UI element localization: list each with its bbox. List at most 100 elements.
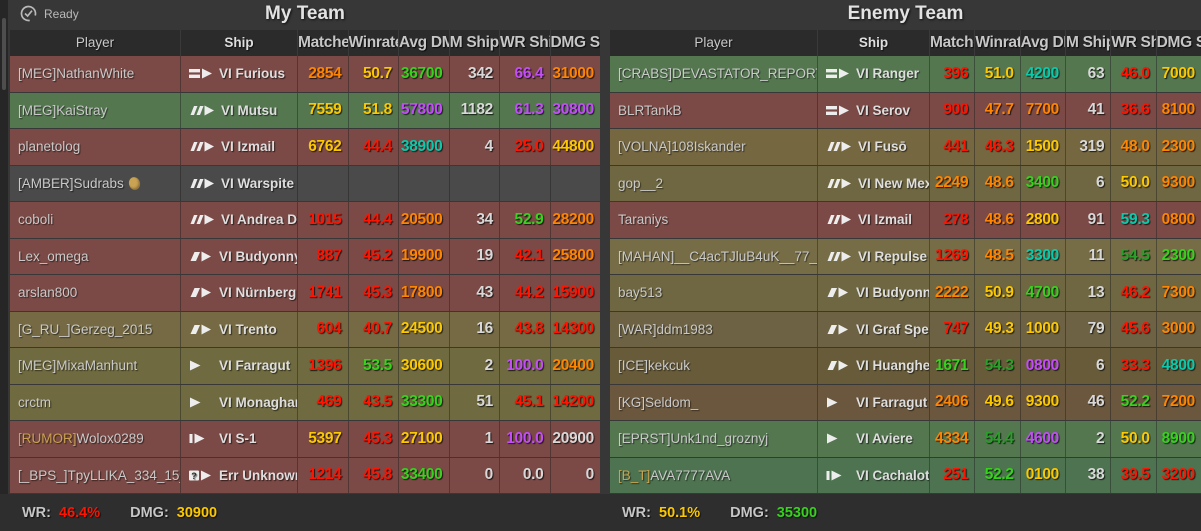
player-row[interactable]: [_BPS_]TpyLLIKA_334_15_lol ? Err Unknown… [10, 457, 600, 494]
column-header-dmg-ship[interactable]: DMG Ship [549, 30, 600, 56]
player-row[interactable]: Taraniys VI Izmail 278 48.6 2800 91 59.3… [610, 202, 1201, 239]
ship-cell: VI S-1 [180, 421, 297, 457]
player-name-cell[interactable]: [CRABS]DEVASTATOR_REPORTING [610, 56, 817, 92]
player-row[interactable]: crctm VI Monaghan 469 43.5 33300 51 45.1… [10, 384, 600, 421]
player-row[interactable]: [RUMOR] Wolox0289 VI S-1 5397 45.3 27100 … [10, 421, 600, 458]
avg-dmg-cell: 3300 [1019, 238, 1065, 274]
player-name-cell[interactable]: [B_T] AVA7777AVA [610, 458, 817, 494]
player-row[interactable]: bay513 VI Budyonny 2222 50.9 4700 13 46.… [610, 275, 1201, 312]
scrollbar-grip[interactable] [2, 18, 6, 90]
column-header-ship[interactable]: Ship [817, 30, 929, 56]
player-name-cell[interactable]: arslan800 [10, 275, 180, 311]
player-name-cell[interactable]: [VOLNA] 108Iskander [610, 129, 817, 165]
player-row[interactable]: Lex_omega VI Budyonny 887 45.2 19900 19 … [10, 238, 600, 275]
column-header-matches[interactable]: Matches [929, 30, 974, 56]
column-header-wr-ship[interactable]: WR Ship [1110, 30, 1156, 56]
ship-cell: ? Err Unknown [180, 457, 297, 493]
ship-type-icon [188, 213, 215, 226]
column-header-dmg-ship[interactable]: DMG Ship [1155, 30, 1201, 56]
avg-dmg-cell: 17800 [398, 275, 449, 311]
player-name-cell[interactable]: [_BPS_]TpyLLIKA_334_15_lol [10, 458, 180, 494]
my-team-wr-label: WR: [22, 504, 51, 521]
player-row[interactable]: [MAHAN]__C4acTJluB4uK__77__pyc VI Repuls… [610, 238, 1201, 275]
player-name-cell[interactable]: [AMBER] Sudrabs [10, 166, 180, 202]
clan-tag: [EPRST] [618, 431, 671, 447]
matches-cell: 251 [929, 457, 974, 493]
column-header-avg-dmg[interactable]: Avg DMG [398, 30, 449, 56]
column-header-player[interactable]: Player [694, 35, 733, 50]
player-name: DEVASTATOR_REPORTING [672, 66, 817, 82]
dmg-ship-cell: 20400 [549, 348, 601, 384]
ship-type-icon [188, 104, 215, 117]
column-header-m-ship[interactable]: M Ship [1064, 30, 1110, 56]
player-row[interactable]: [VOLNA] 108Iskander VI Fusō 441 46.3 1500… [610, 129, 1201, 166]
player-name-cell[interactable]: [MEG] MixaManhunt [10, 348, 180, 384]
wr-ship-cell: 52.2 [1110, 384, 1155, 420]
player-row[interactable]: arslan800 VI Nürnberg 1741 45.3 17800 43… [10, 275, 600, 312]
player-row[interactable]: [B_T] AVA7777AVA VI Cachalot 251 52.2 010… [610, 457, 1201, 494]
wr-ship-cell: 39.5 [1110, 457, 1155, 493]
matches-cell: 396 [929, 56, 974, 92]
player-name-cell[interactable]: Lex_omega [10, 239, 180, 275]
player-name-cell[interactable]: gop__2 [610, 166, 817, 202]
player-row[interactable]: gop__2 VI New Mexico 2249 48.6 3400 6 50… [610, 165, 1201, 202]
ready-status[interactable]: Ready [20, 5, 79, 22]
player-name-cell[interactable]: [MAHAN]__C4acTJluB4uK__77__pyc [610, 239, 817, 275]
column-header-matches[interactable]: Matches [297, 30, 348, 56]
winrate-cell: 45.8 [347, 457, 399, 493]
player-name-cell[interactable]: planetolog [10, 129, 180, 165]
player-row[interactable]: [CRABS]DEVASTATOR_REPORTING VI Ranger 39… [610, 56, 1201, 93]
column-header-avg-dmg[interactable]: Avg DMG [1019, 30, 1065, 56]
player-name-cell[interactable]: [MEG] NathanWhite [10, 56, 180, 92]
player-name-cell[interactable]: coboli [10, 202, 180, 238]
ship-cell: VI Ranger [817, 56, 929, 92]
ship-name: VI Aviere [856, 431, 913, 447]
player-row[interactable]: [AMBER] Sudrabs VI Warspite [10, 165, 600, 202]
player-name-cell[interactable]: [MEG] KaiStray [10, 93, 180, 129]
winrate-cell: 51.8 [347, 92, 399, 128]
player-name-cell[interactable]: [ICE] kekcuk [610, 348, 817, 384]
player-row[interactable]: [MEG] KaiStray VI Mutsu 7559 51.8 57800 1… [10, 92, 600, 129]
player-name-cell[interactable]: [RUMOR] Wolox0289 [10, 421, 180, 457]
column-header-ship[interactable]: Ship [180, 30, 297, 56]
player-name: crctm [18, 394, 51, 410]
player-row[interactable]: coboli VI Andrea Doria 1015 44.4 20500 3… [10, 202, 600, 239]
column-header-m-ship[interactable]: M Ship [448, 30, 499, 56]
player-name-cell[interactable]: [G_RU_] Gerzeg_2015 [10, 312, 180, 348]
ship-cell: VI Serov [817, 92, 929, 128]
player-name-cell[interactable]: BLRTankB [610, 93, 817, 129]
column-header-winrate[interactable]: Winrate [974, 30, 1020, 56]
player-name: Lex_omega [18, 248, 89, 264]
player-row[interactable]: [G_RU_] Gerzeg_2015 VI Trento 604 40.7 24… [10, 311, 600, 348]
winrate-cell: 54.3 [974, 348, 1019, 384]
player-row[interactable]: [ICE] kekcuk VI Huanghe 1671 54.3 0800 6 … [610, 348, 1201, 385]
player-name: Gerzeg_2015 [70, 321, 153, 337]
player-name-cell[interactable]: crctm [10, 385, 180, 421]
column-header-player[interactable]: Player [75, 35, 115, 50]
player-row[interactable]: [EPRST] Unk1nd_groznyj VI Aviere 4334 54.… [610, 421, 1201, 458]
column-header-wr-ship[interactable]: WR Ship [499, 30, 550, 56]
player-name-cell[interactable]: [EPRST] Unk1nd_groznyj [610, 421, 817, 457]
player-name-cell[interactable]: Taraniys [610, 202, 817, 238]
player-name-cell[interactable]: bay513 [610, 275, 817, 311]
ship-name: VI Izmail [858, 212, 913, 228]
player-row[interactable]: [KG] Seldom_ VI Farragut 2406 49.6 9300 4… [610, 384, 1201, 421]
matches-ship-cell: 1182 [448, 92, 500, 128]
player-row[interactable]: [MEG] NathanWhite VI Furious 2854 50.7 36… [10, 56, 600, 93]
my-team-title: My Team [265, 3, 345, 24]
player-row[interactable]: BLRTankB VI Serov 900 47.7 7700 41 36.6 … [610, 92, 1201, 129]
player-name-cell[interactable]: [WAR] ddm1983 [610, 312, 817, 348]
matches-ship-cell: 46 [1064, 384, 1110, 420]
player-row[interactable]: planetolog VI Izmail 6762 44.4 38900 4 2… [10, 129, 600, 166]
avg-dmg-cell: 20500 [398, 202, 449, 238]
player-name-cell[interactable]: [KG] Seldom_ [610, 385, 817, 421]
matches-ship-cell [448, 165, 500, 201]
player-row[interactable]: [WAR] ddm1983 VI Graf Spee 747 49.3 1000 … [610, 311, 1201, 348]
player-row[interactable]: [MEG] MixaManhunt VI Farragut 1396 53.5 3… [10, 348, 600, 385]
matches-ship-cell: 13 [1064, 275, 1110, 311]
column-header-winrate[interactable]: Winrate [347, 30, 398, 56]
avg-dmg-cell: 19900 [398, 238, 449, 274]
matches-ship-cell: 4 [448, 129, 500, 165]
matches-cell [297, 165, 348, 201]
player-name: gop__2 [618, 175, 664, 191]
